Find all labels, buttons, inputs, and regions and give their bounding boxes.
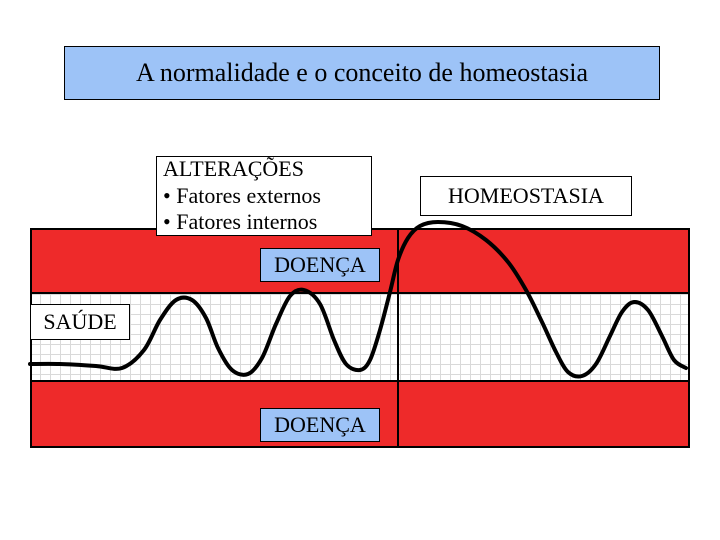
doenca-lower-box: DOENÇA	[260, 408, 380, 442]
doenca-text: DOENÇA	[274, 412, 366, 438]
homeostasia-box: HOMEOSTASIA	[420, 176, 632, 216]
homeostasia-text: HOMEOSTASIA	[448, 183, 604, 209]
alteracoes-bullet: • Fatores externos	[163, 183, 365, 209]
alteracoes-box: ALTERAÇÕES• Fatores externos• Fatores in…	[156, 156, 372, 236]
saude-box: SAÚDE	[30, 304, 130, 340]
doenca-upper-box: DOENÇA	[260, 248, 380, 282]
oscillation-path	[30, 222, 686, 376]
alteracoes-heading: ALTERAÇÕES	[163, 156, 365, 182]
doenca-text: DOENÇA	[274, 252, 366, 278]
alteracoes-bullet: • Fatores internos	[163, 209, 365, 235]
saude-text: SAÚDE	[43, 309, 116, 335]
